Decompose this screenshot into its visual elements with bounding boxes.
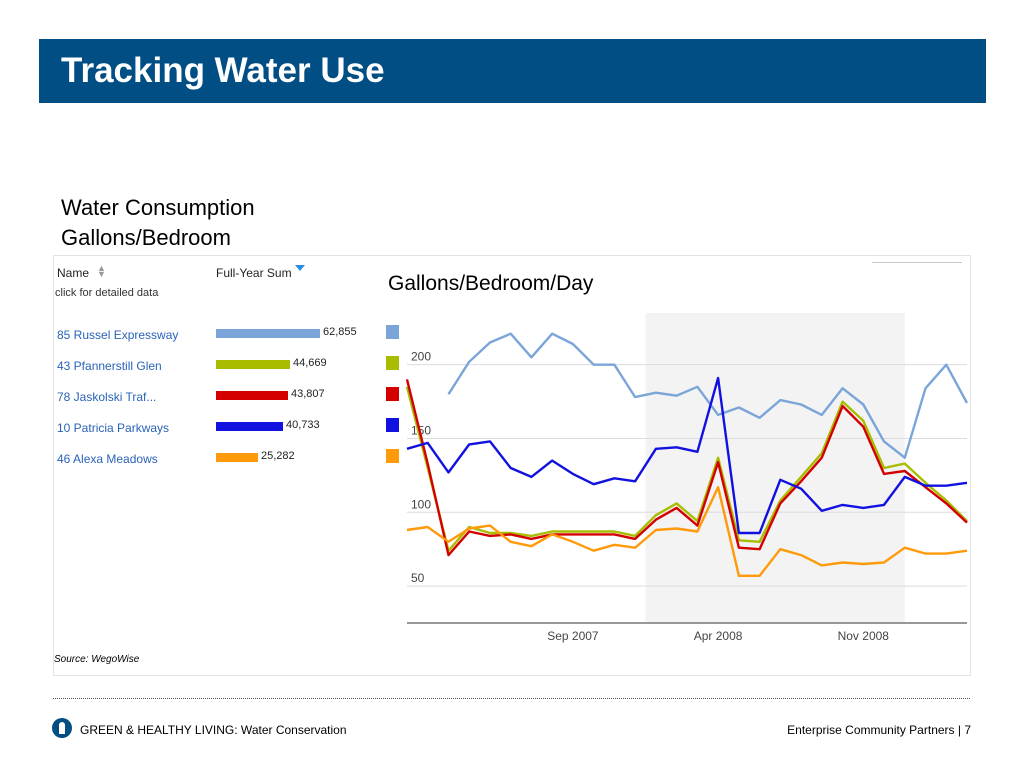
chart-title: Gallons/Bedroom/Day bbox=[388, 272, 594, 295]
sum-bar bbox=[216, 391, 288, 400]
table-row[interactable]: 78 Jaskolski Traf... 43,807 bbox=[0, 388, 400, 410]
table-row[interactable]: 10 Patricia Parkways 40,733 bbox=[0, 419, 400, 441]
footer-section-title: GREEN & HEALTHY LIVING: Water Conservati… bbox=[80, 723, 347, 737]
sum-bar bbox=[216, 453, 258, 462]
sum-value: 25,282 bbox=[261, 450, 295, 462]
footer-divider bbox=[53, 698, 970, 699]
series-line bbox=[406, 376, 968, 535]
property-name-link[interactable]: 43 Pfannerstill Glen bbox=[57, 359, 162, 373]
footer-page-info: Enterprise Community Partners | 7 bbox=[787, 723, 971, 737]
detail-hint: click for detailed data bbox=[55, 287, 159, 299]
title-bar: Tracking Water Use bbox=[39, 39, 986, 103]
table-row[interactable]: 85 Russel Expressway 62,855 bbox=[0, 326, 400, 348]
y-tick-label: 100 bbox=[411, 497, 431, 511]
slide-subtitle: Water Consumption Gallons/Bedroom bbox=[61, 193, 255, 253]
legend-swatch[interactable] bbox=[386, 449, 399, 463]
table-row[interactable]: 46 Alexa Meadows 25,282 bbox=[0, 450, 400, 472]
panel-divider bbox=[872, 262, 962, 263]
enterprise-logo-icon bbox=[52, 718, 72, 738]
subtitle-line-2: Gallons/Bedroom bbox=[61, 225, 231, 250]
sum-value: 62,855 bbox=[323, 326, 357, 338]
y-tick-label: 200 bbox=[411, 350, 431, 364]
sum-bar bbox=[216, 360, 290, 369]
y-tick-label: 50 bbox=[411, 571, 425, 585]
sum-value: 44,669 bbox=[293, 357, 327, 369]
column-header-name[interactable]: Name bbox=[57, 266, 90, 280]
legend-swatch[interactable] bbox=[386, 418, 399, 432]
sum-value: 40,733 bbox=[286, 419, 320, 431]
sort-icon[interactable]: ▲ ▼ bbox=[97, 263, 106, 279]
x-tick-label: Sep 2007 bbox=[547, 629, 599, 643]
property-name-link[interactable]: 46 Alexa Meadows bbox=[57, 452, 158, 466]
table-row[interactable]: 43 Pfannerstill Glen 44,669 bbox=[0, 357, 400, 379]
sum-value: 43,807 bbox=[291, 388, 325, 400]
series-line bbox=[406, 486, 968, 577]
x-tick-label: Nov 2008 bbox=[838, 629, 890, 643]
series-line bbox=[447, 332, 969, 459]
legend-swatch[interactable] bbox=[386, 356, 399, 370]
column-header-full-year-sum[interactable]: Full-Year Sum bbox=[216, 266, 292, 280]
legend-swatch[interactable] bbox=[386, 387, 399, 401]
subtitle-line-1: Water Consumption bbox=[61, 195, 255, 220]
sum-bar bbox=[216, 329, 320, 338]
legend-swatch[interactable] bbox=[386, 325, 399, 339]
sum-bar bbox=[216, 422, 283, 431]
property-name-link[interactable]: 10 Patricia Parkways bbox=[57, 421, 170, 435]
x-tick-label: Apr 2008 bbox=[694, 629, 743, 643]
property-name-link[interactable]: 78 Jaskolski Traf... bbox=[57, 390, 157, 404]
source-note: Source: WegoWise bbox=[54, 654, 140, 665]
shaded-period bbox=[645, 313, 905, 623]
property-name-link[interactable]: 85 Russel Expressway bbox=[57, 328, 179, 342]
slide-title: Tracking Water Use bbox=[61, 51, 385, 90]
sort-descending-icon[interactable] bbox=[295, 265, 305, 271]
